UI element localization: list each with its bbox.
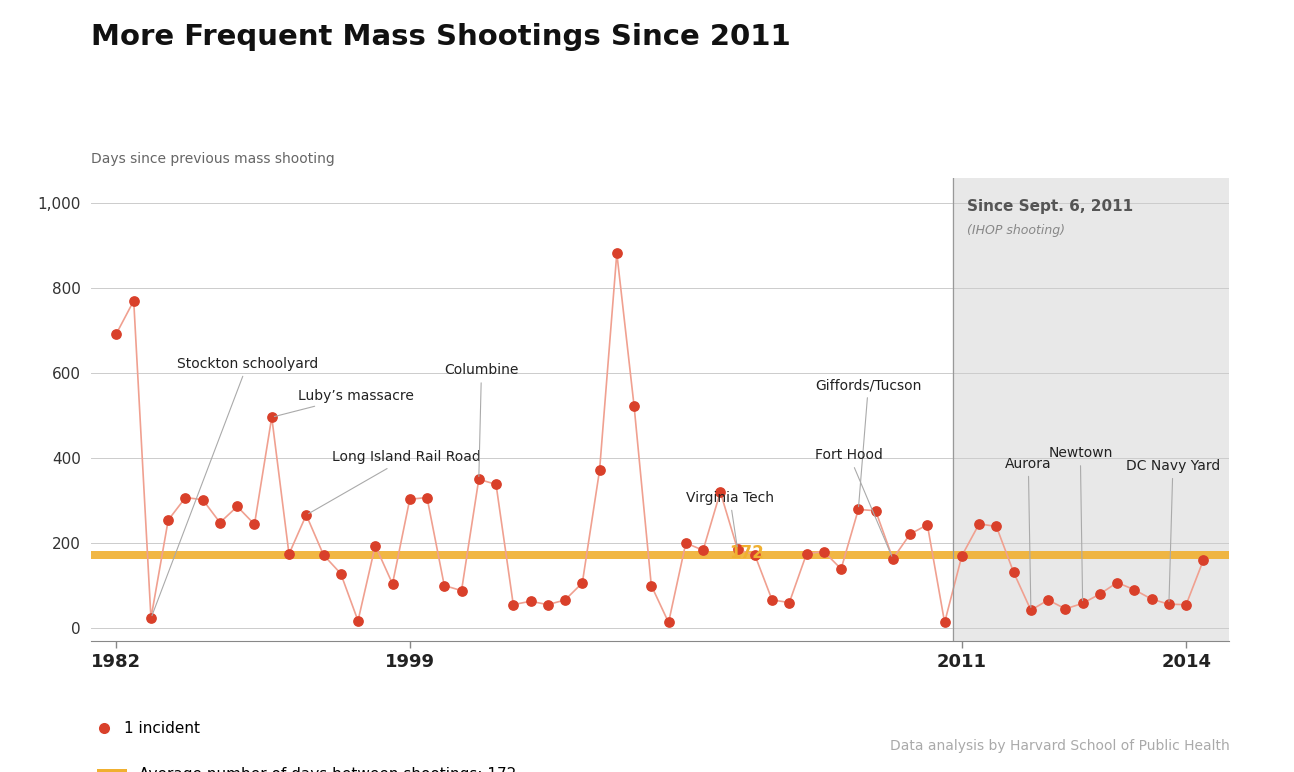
Point	[572, 577, 593, 589]
Text: (IHOP shooting): (IHOP shooting)	[967, 225, 1065, 237]
Point	[986, 520, 1007, 533]
Point	[365, 540, 386, 552]
Point	[641, 579, 661, 591]
Point	[348, 615, 369, 627]
Point	[1176, 598, 1197, 611]
Point	[624, 400, 644, 412]
Point	[245, 518, 265, 530]
Point	[400, 493, 421, 506]
Text: Luby’s massacre: Luby’s massacre	[274, 389, 414, 417]
Text: Columbine: Columbine	[444, 364, 519, 476]
Point	[762, 594, 783, 606]
Point	[779, 596, 800, 608]
Point	[1021, 604, 1042, 616]
Point	[917, 519, 938, 531]
Point	[503, 598, 524, 611]
Text: Newtown: Newtown	[1048, 446, 1113, 601]
Point	[1055, 603, 1075, 615]
Point	[106, 327, 127, 340]
Point	[210, 516, 230, 529]
Point	[278, 548, 299, 560]
Point	[1193, 554, 1214, 566]
Legend: Average number of days between shootings: 172: Average number of days between shootings…	[91, 761, 523, 772]
Point	[727, 543, 748, 556]
Point	[1003, 566, 1024, 578]
Text: 172: 172	[729, 544, 763, 562]
Text: Virginia Tech: Virginia Tech	[686, 491, 774, 547]
Point	[675, 537, 696, 549]
Text: More Frequent Mass Shootings Since 2011: More Frequent Mass Shootings Since 2011	[91, 23, 791, 51]
Point	[330, 567, 351, 580]
Bar	[954, 178, 1238, 641]
Point	[831, 563, 851, 575]
Point	[796, 547, 817, 560]
Point	[452, 584, 472, 597]
Point	[1073, 598, 1093, 610]
Point	[1038, 594, 1058, 606]
Point	[468, 473, 489, 486]
Text: DC Navy Yard: DC Navy Yard	[1126, 459, 1220, 601]
Point	[589, 464, 609, 476]
Point	[158, 514, 179, 527]
Point	[123, 295, 144, 307]
Point	[141, 612, 162, 625]
Point	[313, 549, 334, 561]
Point	[899, 528, 920, 540]
Point	[969, 518, 990, 530]
Point	[934, 616, 955, 628]
Point	[659, 616, 679, 628]
Text: Days since previous mass shooting: Days since previous mass shooting	[91, 152, 334, 166]
Point	[1141, 593, 1162, 605]
Point	[520, 595, 541, 608]
Point	[417, 491, 437, 503]
Point	[1106, 577, 1127, 589]
Point	[951, 550, 972, 562]
Text: Stockton schoolyard: Stockton schoolyard	[151, 357, 318, 615]
Point	[433, 579, 454, 591]
Text: Since Sept. 6, 2011: Since Sept. 6, 2011	[967, 199, 1134, 214]
Text: Long Island Rail Road: Long Island Rail Road	[309, 450, 481, 513]
Point	[692, 544, 713, 557]
Point	[537, 598, 558, 611]
Text: Aurora: Aurora	[1005, 457, 1052, 608]
Point	[555, 594, 576, 606]
Text: Fort Hood: Fort Hood	[815, 449, 892, 556]
Point	[193, 493, 214, 506]
Text: Giffords/Tucson: Giffords/Tucson	[815, 378, 921, 506]
Point	[1124, 584, 1145, 596]
Point	[226, 500, 247, 513]
Point	[744, 549, 765, 561]
Point	[848, 503, 868, 516]
Point	[607, 247, 628, 259]
Point	[866, 505, 886, 517]
Bar	[91, 550, 1229, 559]
Text: Data analysis by Harvard School of Public Health: Data analysis by Harvard School of Publi…	[889, 739, 1229, 753]
Point	[175, 491, 195, 503]
Point	[382, 577, 402, 590]
Point	[1090, 587, 1110, 600]
Point	[883, 553, 903, 565]
Point	[261, 411, 282, 423]
Point	[485, 478, 506, 490]
Point	[1158, 598, 1179, 611]
Point	[710, 486, 731, 498]
Point	[814, 545, 835, 557]
Point	[296, 509, 317, 521]
